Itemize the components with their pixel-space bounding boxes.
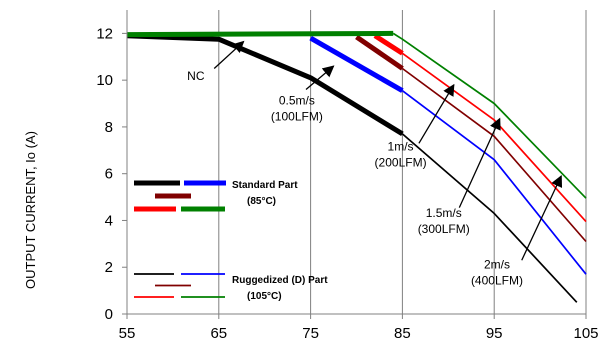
x-tick-label: 95 (486, 325, 503, 342)
series-line-standard-0 (126, 33, 404, 137)
series-line-ruggedized-6 (401, 90, 587, 275)
series-line-standard-3 (373, 33, 404, 56)
annotation-label-3: (300LFM) (418, 222, 470, 236)
annotation-label-4: 2m/s (484, 257, 510, 271)
legend-label-standard: Standard Part (232, 180, 298, 191)
annotation-arrow-4 (521, 174, 563, 261)
annotations: NC 0.5m/s (100LFM) 1m/s (200LFM) 1.5m/s (300LF… (187, 40, 563, 287)
x-tick-label: 85 (394, 325, 411, 342)
y-tick-label: 8 (105, 119, 113, 136)
annotation-label-1: 0.5m/s (279, 94, 315, 108)
series-line-ruggedized-9 (392, 32, 587, 199)
y-tick-label: 6 (105, 166, 113, 183)
annotation-label-2: 1m/s (388, 139, 414, 153)
y-tick-label: 4 (105, 212, 113, 229)
annotation-label-0: NC (187, 69, 205, 83)
annotation-arrow-3 (458, 117, 501, 208)
series-line-standard-2 (355, 34, 404, 71)
x-tick-label: 75 (302, 325, 319, 342)
x-tick-label: 55 (119, 325, 136, 342)
annotation-arrow-2 (418, 83, 455, 144)
series-line-ruggedized-5 (401, 133, 578, 303)
y-tick-label: 2 (105, 259, 113, 276)
series-line-standard-4 (126, 30, 394, 38)
y-tick-label: 0 (105, 306, 113, 323)
legend: Standard Part (85°C) Ruggedized (D) Part (1… (134, 180, 328, 302)
series-line-ruggedized-7 (401, 67, 587, 243)
axes: 55 65 75 85 95 105 0 2 4 6 8 10 12 (96, 10, 599, 342)
legend-sublabel-ruggedized: (105°C) (247, 291, 282, 302)
annotation-label-3: 1.5m/s (426, 206, 462, 220)
annotation-arrow-0 (213, 40, 245, 69)
annotation-arrow-1 (305, 65, 335, 91)
series-line-standard-1 (309, 35, 404, 93)
annotation-label-4: (400LFM) (471, 273, 523, 287)
grid (218, 10, 587, 314)
legend-label-ruggedized: Ruggedized (D) Part (232, 275, 328, 286)
y-axis-label: OUTPUT CURRENT, Io (A) (23, 131, 38, 289)
x-tick-label: 65 (210, 325, 227, 342)
annotation-label-2: (200LFM) (375, 155, 427, 169)
x-tick-label: 105 (573, 325, 598, 342)
y-tick-label: 12 (96, 25, 113, 42)
legend-sublabel-standard: (85°C) (247, 196, 276, 207)
y-tick-label: 10 (96, 72, 113, 89)
annotation-label-1: (100LFM) (271, 110, 323, 124)
